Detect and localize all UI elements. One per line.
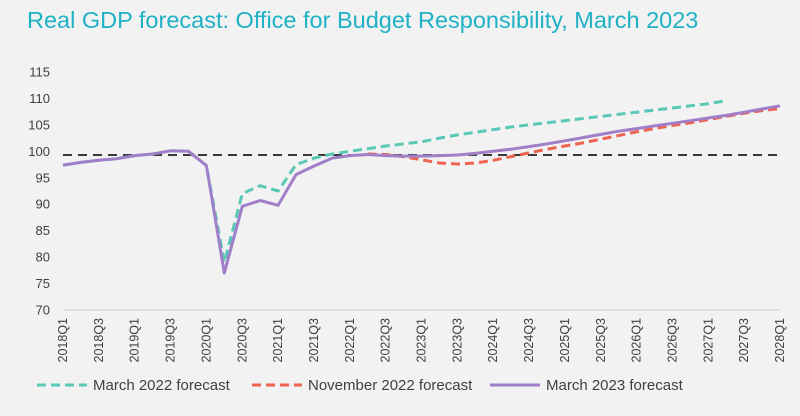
x-tick-label: 2023Q1 bbox=[415, 318, 429, 363]
x-tick-label: 2024Q3 bbox=[522, 318, 536, 363]
x-tick-label: 2018Q3 bbox=[92, 318, 106, 363]
y-tick-label: 70 bbox=[36, 303, 50, 318]
y-tick-label: 95 bbox=[36, 170, 50, 185]
legend-label: March 2023 forecast bbox=[546, 377, 684, 394]
x-tick-label: 2019Q3 bbox=[164, 318, 178, 363]
y-axis: 70 75 80 85 90 95 100 105 110 115 bbox=[28, 65, 50, 318]
y-tick-label: 115 bbox=[29, 65, 50, 80]
x-tick-label: 2019Q1 bbox=[128, 318, 142, 363]
x-tick-label: 2021Q1 bbox=[271, 318, 285, 363]
x-tick-label: 2024Q1 bbox=[486, 318, 500, 363]
y-tick-label: 85 bbox=[36, 223, 50, 238]
y-tick-label: 105 bbox=[28, 117, 50, 132]
legend-label: March 2022 forecast bbox=[93, 377, 231, 394]
x-tick-label: 2025Q1 bbox=[558, 318, 572, 363]
legend-label: November 2022 forecast bbox=[308, 377, 473, 394]
legend: March 2022 forecast November 2022 forecas… bbox=[37, 377, 684, 394]
x-tick-label: 2018Q1 bbox=[56, 318, 70, 363]
series-line bbox=[62, 99, 727, 264]
y-tick-label: 100 bbox=[28, 144, 50, 159]
x-tick-label: 2025Q3 bbox=[594, 318, 608, 363]
x-tick-label: 2028Q1 bbox=[773, 318, 787, 363]
x-tick-label: 2027Q3 bbox=[737, 318, 751, 363]
x-tick-label: 2021Q3 bbox=[307, 318, 321, 363]
y-tick-label: 90 bbox=[36, 197, 50, 212]
y-tick-label: 110 bbox=[29, 91, 50, 106]
chart-title: Real GDP forecast: Office for Budget Res… bbox=[27, 7, 699, 33]
x-tick-label: 2020Q1 bbox=[199, 318, 213, 363]
y-tick-label: 80 bbox=[36, 250, 50, 265]
x-tick-label: 2022Q3 bbox=[379, 318, 393, 363]
x-tick-label: 2022Q1 bbox=[343, 318, 357, 363]
x-tick-label: 2020Q3 bbox=[235, 318, 249, 363]
x-tick-label: 2023Q3 bbox=[450, 318, 464, 363]
y-tick-label: 75 bbox=[36, 276, 50, 291]
x-tick-label: 2026Q1 bbox=[630, 318, 644, 363]
x-tick-label: 2026Q3 bbox=[665, 318, 679, 363]
x-tick-label: 2027Q1 bbox=[701, 318, 715, 363]
series-line bbox=[62, 104, 781, 275]
series-layer bbox=[62, 99, 781, 275]
x-axis: 2018Q1 2018Q3 2019Q1 2019Q3 2020Q1 2020Q3 2021… bbox=[56, 318, 787, 363]
